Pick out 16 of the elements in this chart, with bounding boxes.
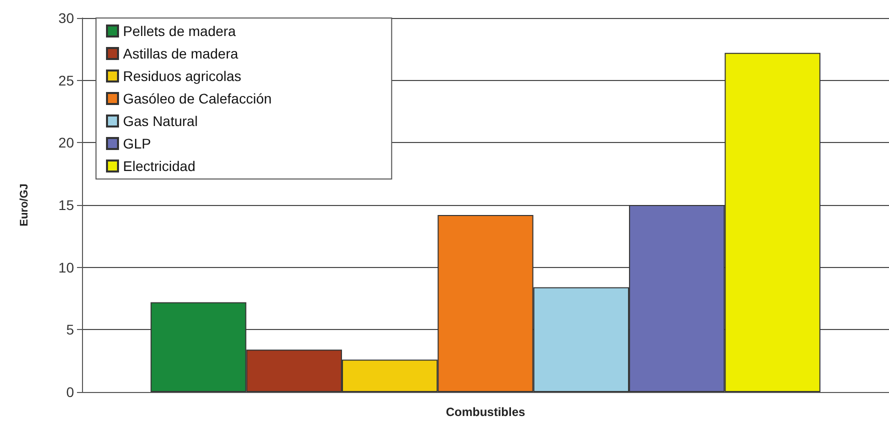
y-tick-label: 10 — [58, 259, 74, 276]
legend-label: Astillas de madera — [123, 46, 238, 62]
legend-label: Electricidad — [123, 158, 196, 174]
y-tick-label: 20 — [58, 134, 74, 151]
legend-label: Gasóleo de Calefacción — [123, 90, 272, 106]
legend-label: Residuos agricolas — [123, 68, 242, 84]
x-tick-label: Combustibles — [446, 405, 526, 419]
legend-label: GLP — [123, 136, 152, 152]
y-tick-label: 5 — [66, 322, 74, 338]
y-tick-label: 30 — [58, 10, 74, 26]
legend-label: Pellets de madera — [123, 23, 236, 39]
y-axis-title: Euro/GJ — [18, 184, 30, 226]
y-tick-label: 25 — [58, 72, 74, 88]
y-tick-label: 15 — [58, 197, 74, 213]
y-tick-label: 0 — [66, 384, 74, 400]
legend-label: Gas Natural — [123, 113, 198, 129]
